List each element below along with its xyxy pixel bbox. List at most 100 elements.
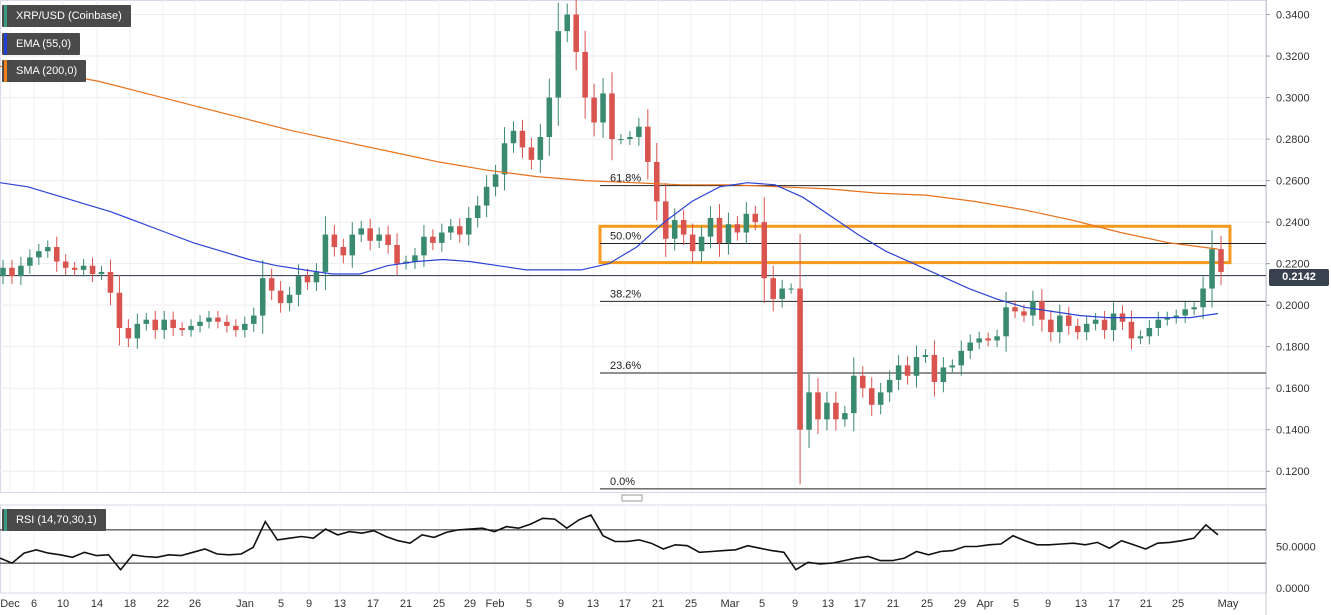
candle-down — [582, 51, 588, 98]
candle-up — [806, 392, 812, 430]
candle-up — [439, 232, 445, 243]
candle-up — [143, 319, 150, 324]
x-tick-label: 13 — [587, 598, 599, 610]
candle-down — [456, 226, 463, 235]
candle-down — [9, 267, 15, 277]
candle-up — [555, 31, 562, 98]
x-tick-label: 21 — [400, 598, 412, 610]
candle-up — [286, 294, 293, 304]
candle-down — [609, 93, 615, 140]
candle-down — [859, 375, 866, 389]
candle-down — [1065, 315, 1072, 326]
x-tick-label: 21 — [652, 598, 664, 610]
candle-up — [824, 402, 830, 420]
candle-up — [537, 137, 544, 160]
x-tick-label: 5 — [759, 598, 765, 610]
y-tick-label: 0.3000 — [1276, 93, 1310, 105]
candle-up — [895, 365, 902, 380]
candle-up — [958, 350, 965, 366]
candle-up — [0, 267, 6, 277]
candle-up — [161, 319, 167, 331]
candle-up — [259, 278, 266, 316]
candle-down — [591, 97, 597, 123]
candle-down — [385, 234, 391, 245]
x-tick-label: 17 — [854, 598, 866, 610]
candle-up — [546, 97, 553, 138]
x-tick-label: 13 — [822, 598, 834, 610]
chart-grid — [0, 0, 1267, 615]
candle-down — [689, 234, 696, 252]
pair-legend[interactable]: XRP/USD (Coinbase) — [2, 5, 131, 27]
candle-up — [80, 265, 87, 270]
y-tick-label: 0.2600 — [1276, 176, 1310, 188]
x-tick-label: 18 — [124, 598, 136, 610]
y-tick-label: 0.1200 — [1276, 466, 1310, 478]
candle-up — [636, 126, 642, 138]
candle-up — [45, 247, 51, 252]
ema-legend[interactable]: EMA (55,0) — [2, 33, 81, 55]
ema-55-line — [0, 182, 1219, 319]
ema-legend-swatch — [4, 33, 7, 55]
current-price-tag: 0.2142 — [1269, 269, 1329, 286]
candle-up — [671, 220, 678, 239]
candle-down — [645, 126, 651, 162]
candle-down — [367, 228, 373, 241]
y-tick-label: 0.1400 — [1276, 425, 1310, 437]
y-tick-label: 0.2200 — [1276, 259, 1310, 271]
candle-up — [627, 137, 633, 140]
rsi-legend[interactable]: RSI (14,70,30,1) — [2, 509, 106, 531]
candle-up — [27, 257, 33, 266]
x-tick-label: 5 — [278, 598, 284, 610]
x-tick-label: 17 — [367, 598, 379, 610]
x-tick-label: 13 — [334, 598, 346, 610]
x-tick-label: 6 — [31, 598, 37, 610]
sma-legend-label: SMA (200,0) — [16, 65, 78, 77]
y-tick-label: 0.1800 — [1276, 342, 1310, 354]
ema-legend-label: EMA (55,0) — [16, 38, 72, 50]
candle-up — [313, 271, 320, 283]
x-tick-label: 9 — [306, 598, 312, 610]
x-tick-label: 21 — [887, 598, 899, 610]
main-pane-frame — [0, 0, 1267, 493]
candle-up — [949, 365, 956, 368]
x-tick-label: 9 — [792, 598, 798, 610]
candle-up — [98, 271, 105, 275]
candle-up — [743, 213, 750, 233]
price-axis: 0.1200 0.1400 0.1600 0.1800 0.2000 0.2200 0.24… — [1266, 10, 1310, 478]
x-tick-label: 17 — [619, 598, 631, 610]
candle-down — [179, 328, 185, 331]
candle-up — [349, 234, 356, 256]
candle-down — [1048, 319, 1054, 333]
candle-up — [1137, 336, 1144, 339]
x-tick-label: 22 — [157, 598, 169, 610]
x-tick-label: 26 — [189, 598, 201, 610]
candle-up — [976, 338, 982, 343]
candle-up — [1173, 315, 1179, 318]
candle-up — [1146, 328, 1153, 337]
candle-up — [134, 323, 141, 339]
candle-up — [1057, 315, 1063, 333]
y-tick-label: 0.3400 — [1276, 10, 1310, 22]
sma-legend[interactable]: SMA (200,0) — [2, 60, 87, 82]
candle-down — [125, 328, 132, 339]
candle-down — [89, 265, 96, 275]
candle-up — [421, 236, 427, 256]
candle-down — [116, 292, 123, 328]
candle-down — [770, 278, 776, 299]
candle-up — [206, 317, 212, 322]
rsi-tick-label: 50.0000 — [1276, 542, 1316, 554]
y-tick-label: 0.2000 — [1276, 300, 1310, 312]
x-tick-label: 25 — [1172, 598, 1184, 610]
candle-down — [833, 402, 839, 420]
candle-up — [412, 255, 418, 262]
candle-up — [188, 325, 194, 331]
candle-down — [752, 213, 759, 223]
candle-up — [600, 93, 606, 123]
y-tick-label: 0.2800 — [1276, 134, 1310, 146]
candle-up — [322, 234, 329, 272]
x-tick-label: 5 — [526, 598, 532, 610]
y-tick-label: 0.2400 — [1276, 217, 1310, 229]
candle-up — [1092, 319, 1099, 324]
candle-down — [1012, 307, 1018, 312]
